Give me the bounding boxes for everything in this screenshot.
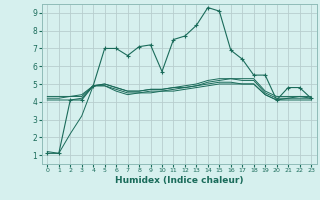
- X-axis label: Humidex (Indice chaleur): Humidex (Indice chaleur): [115, 176, 244, 185]
